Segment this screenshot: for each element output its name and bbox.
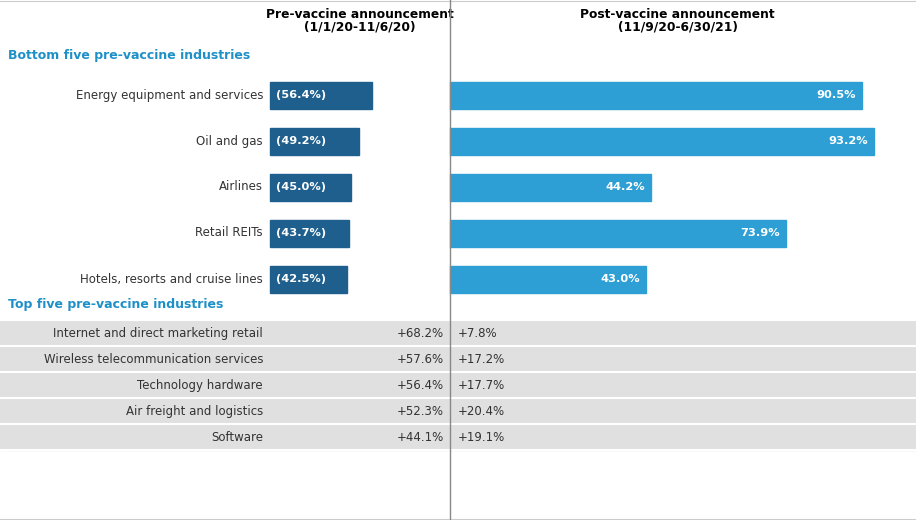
Text: 44.2%: 44.2% [605,182,645,192]
Text: +68.2%: +68.2% [397,327,444,340]
Text: 93.2%: 93.2% [828,136,868,146]
Text: (45.0%): (45.0%) [276,182,326,192]
Bar [0,372,916,398]
Text: +52.3%: +52.3% [397,405,444,418]
Text: (49.2%): (49.2%) [276,136,326,146]
Text: 43.0%: 43.0% [600,274,639,284]
Bar [450,127,874,154]
Text: (11/9/20-6/30/21): (11/9/20-6/30/21) [617,21,737,34]
Text: (56.4%): (56.4%) [276,90,326,100]
Bar [270,82,372,109]
Text: +19.1%: +19.1% [458,431,506,444]
Bar [450,174,651,201]
Text: +44.1%: +44.1% [397,431,444,444]
Bar [270,174,351,201]
Bar [0,320,916,346]
Bar [270,266,346,292]
Bar [450,219,786,246]
Text: Software: Software [211,431,263,444]
Text: Wireless telecommunication services: Wireless telecommunication services [43,353,263,366]
Text: Pre-vaccine announcement: Pre-vaccine announcement [267,8,453,21]
Text: Internet and direct marketing retail: Internet and direct marketing retail [53,327,263,340]
Text: +17.2%: +17.2% [458,353,506,366]
Text: Top five pre-vaccine industries: Top five pre-vaccine industries [8,298,224,311]
Text: (43.7%): (43.7%) [276,228,326,238]
Text: +20.4%: +20.4% [458,405,505,418]
Text: Post-vaccine announcement: Post-vaccine announcement [580,8,775,21]
Text: +7.8%: +7.8% [458,327,497,340]
Text: +17.7%: +17.7% [458,379,506,392]
Text: Hotels, resorts and cruise lines: Hotels, resorts and cruise lines [81,272,263,285]
Text: +57.6%: +57.6% [397,353,444,366]
Text: Technology hardware: Technology hardware [137,379,263,392]
Text: Airlines: Airlines [219,180,263,193]
Text: Air freight and logistics: Air freight and logistics [125,405,263,418]
Bar [450,82,862,109]
Text: +56.4%: +56.4% [397,379,444,392]
Bar [270,127,358,154]
Text: Bottom five pre-vaccine industries: Bottom five pre-vaccine industries [8,49,250,62]
Bar [0,424,916,450]
Text: (1/1/20-11/6/20): (1/1/20-11/6/20) [304,21,416,34]
Bar [450,266,646,292]
Text: Oil and gas: Oil and gas [196,135,263,148]
Bar [0,346,916,372]
Bar [0,398,916,424]
Text: Retail REITs: Retail REITs [195,227,263,240]
Text: (42.5%): (42.5%) [276,274,326,284]
Text: Energy equipment and services: Energy equipment and services [75,88,263,101]
Text: 90.5%: 90.5% [816,90,856,100]
Text: 73.9%: 73.9% [741,228,780,238]
Bar [270,219,349,246]
